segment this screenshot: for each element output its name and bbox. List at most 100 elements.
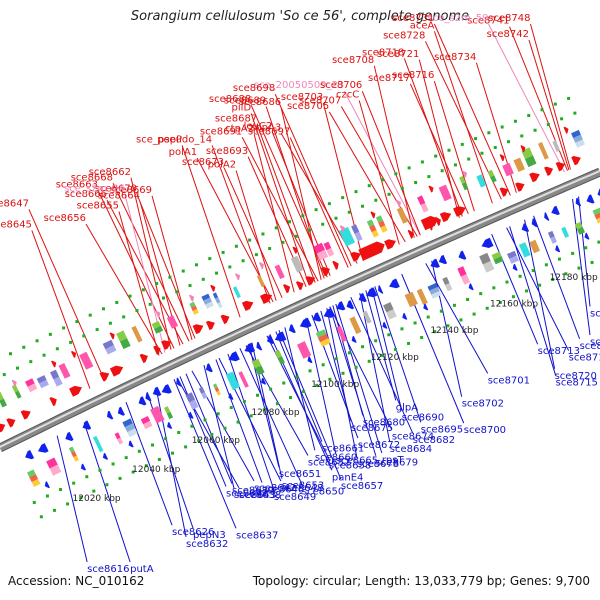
feature-box [417,195,426,206]
tick-dot [434,154,438,158]
gene-label: sce8639 [232,486,274,497]
gene-label: sce8656 [44,213,86,224]
feature-box [596,217,600,224]
leader-line [418,59,460,218]
reverse-gene [145,392,152,402]
leader-line [265,106,325,279]
reverse-mark [102,452,109,460]
feature-box [315,329,327,338]
tick-dot [190,424,194,428]
feature-box [154,325,164,334]
tick-dot [135,309,139,313]
tick-dot-rows [2,96,600,519]
leader-line [284,327,316,451]
feature-box [316,249,329,261]
tick-dot [433,330,437,334]
gene-label: sce8713 [538,346,580,357]
gene-label: sce8718 [362,47,404,58]
feature-box [14,390,22,399]
forward-gene [571,156,581,166]
tick-dot [459,318,463,322]
feature-box [203,297,212,305]
gene-label: aceA [410,20,435,31]
gene-label: sce8741 [467,16,509,27]
feature-box [323,241,332,251]
feature-box [71,451,77,458]
feature-box [114,432,121,440]
gene-label: sce8672 [358,440,400,451]
feature-box [431,291,442,299]
leader-line [223,167,283,299]
forward-mark [370,211,376,219]
genome-title: Sorangium cellulosum 'So ce 56', complet… [130,9,470,24]
feature-box [354,231,363,242]
tick-dot [334,357,338,361]
feature-box [164,406,171,414]
forward-gene [453,206,466,217]
gene-label: sce8661 [322,444,364,455]
reverse-gene [38,443,49,453]
tick-dot [274,226,278,230]
leader-line [578,196,591,307]
feature-box [105,345,117,355]
feature-box [366,219,375,227]
feature-box [518,242,531,258]
reverse-mark [382,321,388,329]
forward-gene [407,229,414,239]
leader-line [359,292,391,443]
gene-label: sce8669 [110,185,152,196]
gene-label: sce8663 [56,179,98,190]
reverse-gene [389,278,400,289]
forward-mark [339,225,345,233]
tick-dot [105,483,109,487]
feature-box [320,338,331,347]
tick-dot [498,300,502,304]
gene-label: polA1 [169,147,197,158]
leader-line [56,435,88,563]
leader-line [125,402,173,526]
feature-box [27,383,38,393]
reverse-gene [256,341,263,351]
tick-dot [137,449,141,453]
leader-line [425,263,489,374]
tick-dot [334,216,338,220]
feature-box [254,365,265,376]
feature-box [201,392,208,399]
ruler-label: 12040 kbp [132,465,180,475]
tick-dot [82,334,86,338]
leader-line [28,209,106,382]
reverse-gene [346,300,355,310]
gene-label: czcC [336,90,359,101]
gene-label: sce8698 [233,83,275,94]
forward-gene [439,212,452,223]
tick-dot [567,96,571,100]
forward-gene [205,320,215,331]
feature-box [457,266,467,277]
tick-dot [269,387,273,391]
tick-dot [307,228,311,232]
gene-label: sce_20050509_23 [254,80,344,91]
tick-dot [479,292,483,296]
leader-line [97,190,175,349]
topology-text: Topology: circular; Length: 13,033,779 b… [252,574,590,588]
feature-box [459,176,466,184]
tick-dot [208,257,212,261]
reverse-gene [458,250,467,260]
gene-label: sce8678 [357,459,399,470]
gene-label: sce8734 [434,52,476,63]
tick-dot [256,393,260,397]
tick-dot [354,365,358,369]
forward-gene [192,324,204,335]
feature-box [509,255,519,264]
feature-box [479,252,491,265]
feature-box [461,182,469,191]
leader-line [433,23,511,196]
feature-box [297,341,312,359]
feature-box [386,309,397,320]
tick-dot [381,178,385,182]
forward-gene [384,239,396,250]
gene-label: panE4 [332,472,364,483]
tick-dot [62,326,66,330]
reverse-gene [161,384,172,394]
ruler-label: 12060 kbp [192,436,240,446]
